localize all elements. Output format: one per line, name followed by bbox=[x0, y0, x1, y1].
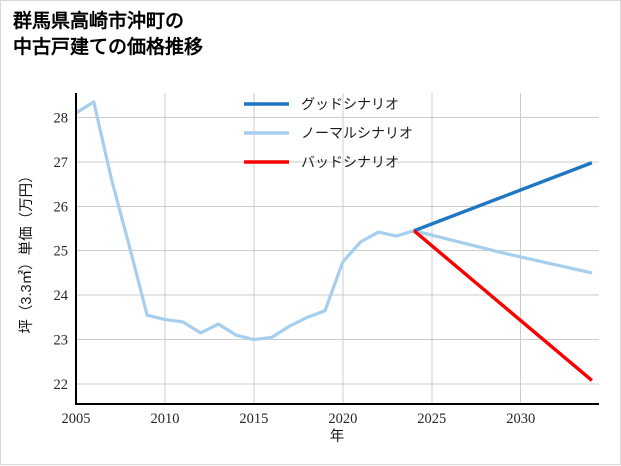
legend-label-バッドシナリオ: バッドシナリオ bbox=[301, 156, 399, 171]
y-axis-title: 坪（3.3㎡）単価（万円） bbox=[18, 168, 35, 333]
x-tick-label: 2015 bbox=[239, 411, 268, 427]
x-tick-label: 2010 bbox=[150, 411, 179, 427]
series-line-グッドシナリオ bbox=[413, 161, 593, 233]
y-tick-label: 26 bbox=[54, 199, 69, 215]
y-tick-label: 28 bbox=[54, 110, 69, 126]
x-tick-label: 2030 bbox=[506, 411, 535, 427]
x-tick-label: 2025 bbox=[417, 411, 446, 427]
legend-label-グッドシナリオ: グッドシナリオ bbox=[301, 97, 399, 113]
axis-spines bbox=[74, 93, 599, 406]
legend-label-ノーマルシナリオ: ノーマルシナリオ bbox=[301, 127, 413, 142]
series-group bbox=[75, 100, 593, 382]
y-tick-label: 23 bbox=[54, 333, 69, 349]
x-axis-title: 年 bbox=[330, 428, 345, 445]
page-title: 群馬県高崎市沖町の 中古戸建ての価格推移 bbox=[13, 11, 204, 58]
x-tick-label: 2005 bbox=[62, 411, 91, 427]
series-line-バッドシナリオ bbox=[412, 229, 593, 382]
y-tick-label: 22 bbox=[54, 377, 69, 393]
y-tick-label: 25 bbox=[54, 244, 69, 260]
y-tick-label: 24 bbox=[54, 288, 69, 304]
axis-spine-left-bottom bbox=[74, 93, 599, 406]
y-tick-label: 27 bbox=[54, 155, 69, 171]
x-axis-tick-labels: 2005 2010 2015 2020 2025 2030 bbox=[62, 411, 536, 427]
y-axis-tick-labels: 22 23 24 25 26 27 28 bbox=[54, 110, 69, 393]
x-tick-label: 2020 bbox=[328, 411, 357, 427]
series-line-ノーマルシナリオ bbox=[75, 100, 593, 342]
